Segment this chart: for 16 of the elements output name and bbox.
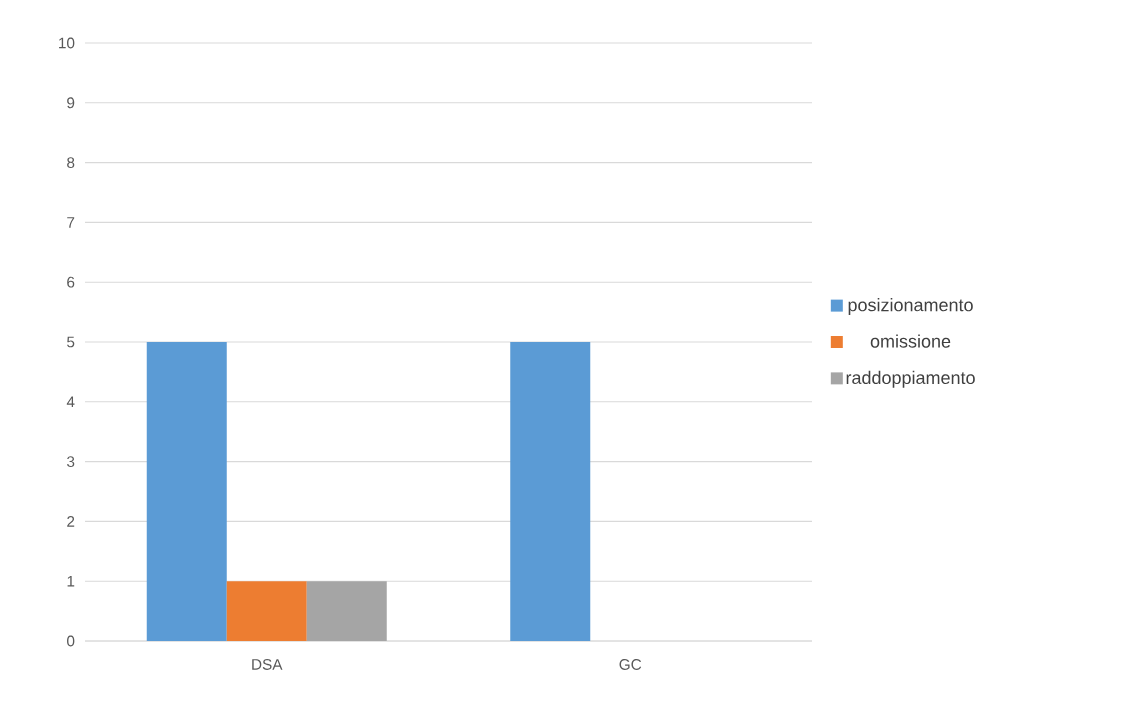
legend-label: omissione [870, 334, 951, 348]
y-tick-label: 2 [67, 516, 75, 527]
y-tick-label: 7 [67, 217, 75, 228]
x-tick-label: DSA [252, 659, 283, 670]
x-tick-label: GC [619, 659, 642, 670]
y-tick-label: 3 [67, 456, 75, 468]
y-tick-label: 6 [67, 276, 75, 288]
y-tick-label: 10 [59, 37, 75, 49]
y-tick-label: 5 [67, 336, 75, 348]
y-tick-label: 1 [67, 575, 75, 587]
legend-label: raddoppiamento [846, 370, 975, 388]
y-tick-label: 4 [66, 396, 75, 408]
y-tick-label: 0 [67, 635, 75, 647]
legend-label: posizionamento [848, 298, 973, 315]
y-tick-label: 9 [67, 97, 75, 109]
y-tick-label: 8 [67, 157, 75, 169]
